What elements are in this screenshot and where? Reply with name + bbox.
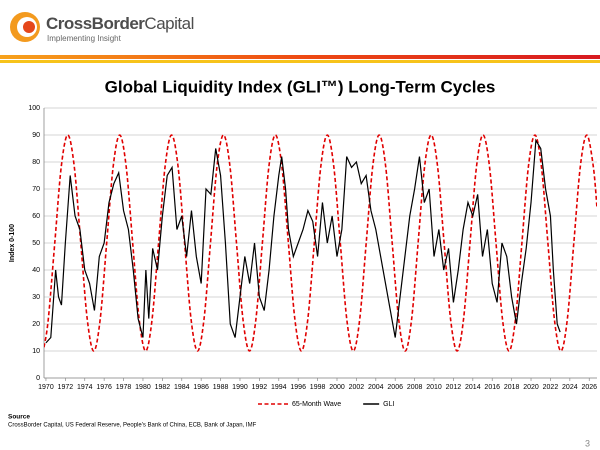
x-tick-label: 1996 [290, 384, 306, 391]
header-bar [0, 55, 600, 59]
x-tick-label: 2022 [543, 384, 559, 391]
chart-title: Global Liquidity Index (GLI™) Long-Term … [105, 77, 496, 96]
x-tick-label: 2014 [465, 384, 481, 391]
y-tick-label: 50 [32, 240, 40, 247]
x-tick-label: 2000 [329, 384, 345, 391]
x-tick-label: 1988 [213, 384, 229, 391]
y-tick-label: 100 [28, 105, 40, 112]
x-tick-label: 2026 [581, 384, 597, 391]
x-tick-label: 2018 [504, 384, 520, 391]
page-number: 3 [585, 438, 590, 448]
series-line [45, 138, 561, 344]
logo-bold: CrossBorder [46, 14, 145, 33]
x-tick-label: 1990 [232, 384, 248, 391]
x-tick-label: 1970 [38, 384, 54, 391]
x-tick-label: 1972 [58, 384, 74, 391]
y-tick-label: 10 [32, 348, 40, 355]
x-tick-label: 1992 [252, 384, 268, 391]
y-tick-label: 80 [32, 159, 40, 166]
x-tick-label: 1974 [77, 384, 93, 391]
source-heading: Source [8, 414, 30, 421]
plot: 0 10 20 30 40 50 60 70 80 90 100 1970 1972 1974 1976 19… [28, 105, 597, 391]
legend-label: 65-Month Wave [292, 401, 341, 408]
header-bar-thin [0, 60, 600, 63]
y-tick-label: 60 [32, 213, 40, 220]
logo-regular: Capital [144, 14, 193, 33]
legend-label: GLI [383, 401, 394, 408]
x-tick-label: 1978 [116, 384, 132, 391]
x-tick-label: 1976 [96, 384, 112, 391]
y-tick-label: 20 [32, 321, 40, 328]
x-tick-label: 2020 [523, 384, 539, 391]
x-tick-label: 2010 [426, 384, 442, 391]
x-tick-label: 2006 [387, 384, 403, 391]
x-tick-label: 1980 [135, 384, 151, 391]
x-tick-label: 2016 [484, 384, 500, 391]
x-tick-label: 1982 [155, 384, 171, 391]
logo-tagline: Implementing Insight [47, 34, 122, 43]
logo-name: CrossBorderCapital [46, 14, 194, 33]
x-tick-label: 2024 [562, 384, 578, 391]
x-tick-label: 2002 [349, 384, 365, 391]
y-tick-label: 0 [36, 375, 40, 382]
y-tick-label: 70 [32, 186, 40, 193]
x-tick-label: 1994 [271, 384, 287, 391]
x-tick-label: 2004 [368, 384, 384, 391]
x-tick-label: 1998 [310, 384, 326, 391]
series-line [44, 134, 597, 352]
x-tick-label: 1984 [174, 384, 190, 391]
legend: 65-Month Wave GLI [258, 401, 394, 408]
source-text: CrossBorder Capital, US Federal Reserve,… [8, 423, 257, 429]
y-tick-label: 30 [32, 294, 40, 301]
x-tick-label: 2008 [407, 384, 423, 391]
y-axis-label: Index 0-100 [9, 224, 16, 262]
logo-mark [10, 12, 40, 42]
x-tick-label: 2012 [446, 384, 462, 391]
y-tick-label: 40 [32, 267, 40, 274]
y-tick-label: 90 [32, 132, 40, 139]
x-tick-label: 1986 [193, 384, 209, 391]
